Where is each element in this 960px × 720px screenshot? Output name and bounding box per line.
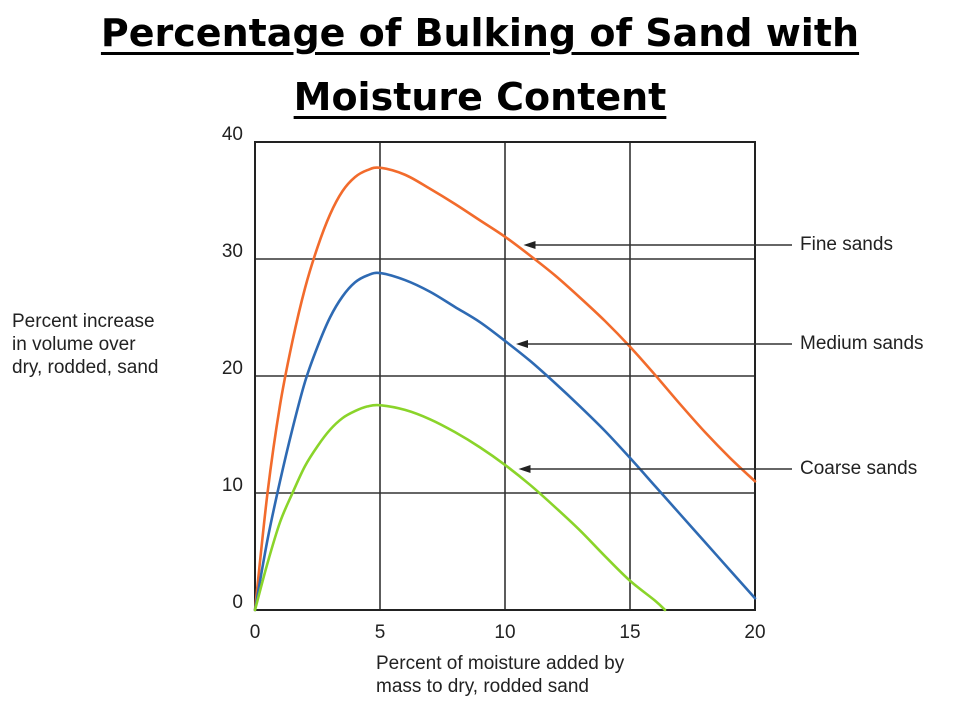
x-axis-label: Percent of moisture added by mass to dry… <box>376 652 624 698</box>
leader-arrow-fine-sands-head <box>523 241 536 249</box>
leader-arrow-medium-sands-head <box>516 340 528 348</box>
x-tick-label: 20 <box>744 622 765 643</box>
y-axis-label-line2: in volume over <box>12 334 136 355</box>
plot-frame <box>254 141 756 611</box>
y-axis-label-line1: Percent increase <box>12 311 155 332</box>
x-tick-label: 5 <box>375 622 386 643</box>
y-axis-label: Percent increase in volume over dry, rod… <box>12 310 158 379</box>
legend-label-fine-sands: Fine sands <box>800 234 893 255</box>
x-tick-label: 0 <box>250 622 261 643</box>
x-tick-label: 15 <box>619 622 640 643</box>
y-tick-label: 0 <box>232 592 243 613</box>
x-tick-label: 10 <box>494 622 515 643</box>
series-line-coarse-sands <box>253 403 667 612</box>
series-line-medium-sands <box>253 271 757 612</box>
y-tick-label: 20 <box>222 358 243 379</box>
legend-label-medium-sands: Medium sands <box>800 333 924 354</box>
legend-label-coarse-sands: Coarse sands <box>800 458 918 479</box>
x-axis-label-line1: Percent of moisture added by <box>376 653 625 674</box>
y-tick-label: 30 <box>222 241 243 262</box>
x-axis-label-line2: mass to dry, rodded sand <box>376 676 589 697</box>
y-tick-label: 40 <box>222 124 243 145</box>
page-title-line2: Moisture Content <box>293 75 667 119</box>
leader-arrow-coarse-sands-head <box>518 465 531 473</box>
page-title: Percentage of Bulking of Sand with <box>100 11 860 55</box>
series-line-fine-sands <box>253 166 757 612</box>
y-axis-label-line3: dry, rodded, sand <box>12 357 159 378</box>
y-tick-label: 10 <box>222 475 243 496</box>
